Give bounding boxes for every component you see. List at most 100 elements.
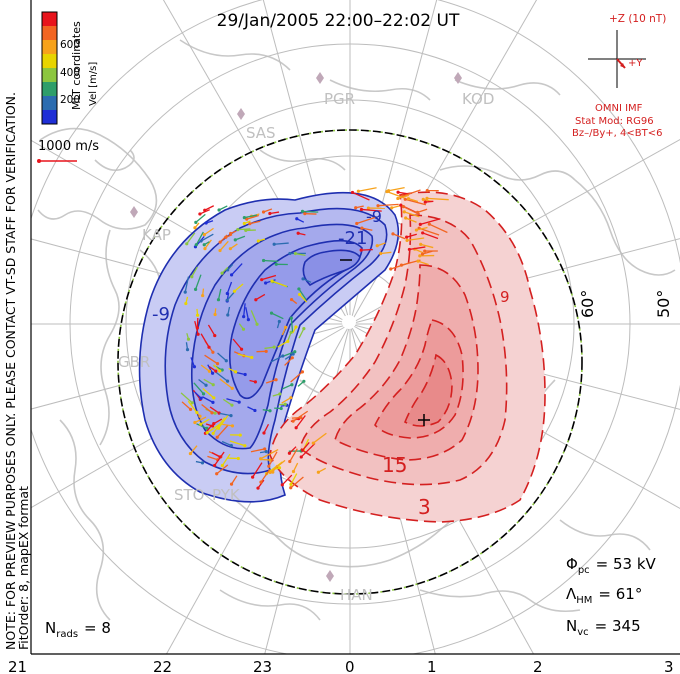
vector-origin bbox=[242, 216, 246, 220]
velocity-vector bbox=[406, 237, 425, 242]
velocity-vector bbox=[237, 228, 251, 231]
vector-origin bbox=[300, 448, 305, 452]
velocity-vector bbox=[219, 378, 233, 389]
colorbar-band-6 bbox=[42, 96, 57, 110]
vector-origin bbox=[300, 209, 305, 213]
vector-origin bbox=[238, 433, 242, 437]
vector-origin bbox=[386, 189, 391, 193]
vector-origin bbox=[355, 221, 359, 226]
vector-origin bbox=[375, 244, 379, 248]
vector-origin bbox=[237, 400, 241, 404]
vector-origin bbox=[269, 311, 274, 315]
hm-boundary-green bbox=[117, 129, 583, 595]
pole-marker bbox=[342, 315, 356, 329]
colorbar-tick-200: 200 bbox=[60, 94, 80, 106]
velocity-vector bbox=[250, 310, 258, 325]
vector-origin bbox=[272, 345, 276, 349]
vector-origin bbox=[218, 248, 222, 253]
vector-origin bbox=[402, 210, 406, 214]
velocity-vector bbox=[261, 274, 277, 281]
velocity-vector bbox=[298, 288, 307, 301]
vector-origin bbox=[290, 383, 294, 387]
vector-origin bbox=[278, 392, 282, 396]
velocity-vector bbox=[203, 378, 214, 386]
map-statistics: Φpc = 53 kV ΛHM = 61° Nvc = 345 Nrads = 8 bbox=[45, 555, 657, 640]
velocity-vector bbox=[265, 379, 277, 384]
colorbar-band-2 bbox=[42, 40, 57, 54]
vector-origin bbox=[405, 238, 409, 242]
vector-origin bbox=[236, 228, 240, 232]
velocity-vector bbox=[235, 235, 246, 241]
vector-origin bbox=[300, 370, 305, 374]
velocity-vectors bbox=[180, 186, 449, 490]
velocity-vector bbox=[231, 263, 243, 276]
vector-origin bbox=[288, 251, 292, 256]
velocity-vector bbox=[234, 283, 244, 292]
vector-origin bbox=[425, 196, 429, 200]
velocity-vector bbox=[420, 243, 434, 249]
velocity-vector bbox=[408, 198, 419, 203]
vector-origin bbox=[267, 464, 271, 468]
velocity-vector bbox=[402, 189, 421, 197]
contour-label-pos-mid: 15 bbox=[382, 453, 407, 477]
vector-origin bbox=[360, 226, 364, 230]
vector-origin bbox=[188, 407, 193, 411]
velocity-vector bbox=[356, 216, 376, 225]
vector-origin bbox=[288, 459, 292, 464]
vector-origin bbox=[216, 298, 221, 302]
vector-origin bbox=[229, 443, 233, 448]
vector-origin bbox=[243, 444, 247, 448]
vector-origin bbox=[253, 408, 257, 413]
vector-origin bbox=[274, 378, 278, 382]
contour-label-neg-outer: -9 bbox=[152, 304, 170, 325]
vector-origin bbox=[291, 352, 295, 356]
vector-origin bbox=[199, 422, 203, 426]
station-kap: KAP bbox=[142, 226, 171, 244]
vector-origin bbox=[193, 287, 198, 291]
velocity-vector bbox=[221, 453, 231, 466]
velocity-vector bbox=[295, 252, 306, 257]
vector-origin bbox=[406, 197, 411, 201]
velocity-vector bbox=[270, 355, 284, 363]
velocity-vector bbox=[417, 208, 428, 213]
vector-origin bbox=[289, 316, 293, 320]
vector-origin bbox=[220, 463, 224, 468]
imf-condition: Bz–/By+, 4<BT<6 bbox=[572, 128, 662, 139]
vector-origin bbox=[226, 313, 230, 317]
velocity-vector bbox=[245, 307, 250, 320]
contour-label-neg-small: -9 bbox=[366, 207, 382, 226]
velocity-vector bbox=[196, 423, 208, 429]
velocity-vector bbox=[281, 474, 293, 486]
velocity-vector bbox=[290, 476, 304, 489]
vector-origin bbox=[359, 207, 364, 212]
colorbar-band-0 bbox=[42, 12, 57, 26]
mlt-tick-2: 2 bbox=[533, 658, 543, 674]
velocity-vector bbox=[406, 233, 417, 238]
vector-origin bbox=[303, 212, 307, 216]
vector-origin bbox=[230, 403, 234, 407]
station-labels: PGR KOD SAS KAP GBR STO PYK HAN bbox=[118, 90, 494, 604]
vector-origin bbox=[277, 466, 282, 470]
vector-origin bbox=[407, 247, 412, 252]
velocity-vector bbox=[207, 324, 216, 336]
vector-origin bbox=[294, 325, 298, 329]
vector-origin bbox=[281, 354, 285, 358]
velocity-vector bbox=[392, 233, 406, 240]
vector-origin bbox=[239, 347, 244, 351]
velocity-vector bbox=[217, 352, 227, 362]
velocity-vector bbox=[237, 353, 252, 359]
mlt-tick-3: 3 bbox=[664, 658, 674, 674]
dawn-cell bbox=[269, 191, 546, 523]
vector-origin bbox=[256, 486, 260, 490]
preview-note: NOTE: FOR PREVIEW PURPOSES ONLY. PLEASE … bbox=[3, 92, 18, 650]
n-rads: Nrads = 8 bbox=[45, 619, 111, 640]
vector-origin bbox=[218, 240, 222, 244]
velocity-vector bbox=[219, 234, 228, 243]
vector-origin bbox=[190, 275, 194, 279]
velocity-vector bbox=[202, 387, 215, 399]
coord-label: MLT coordinates bbox=[70, 21, 83, 110]
velocity-vector bbox=[268, 451, 278, 467]
vector-origin bbox=[211, 400, 215, 404]
vector-origin bbox=[205, 431, 209, 435]
